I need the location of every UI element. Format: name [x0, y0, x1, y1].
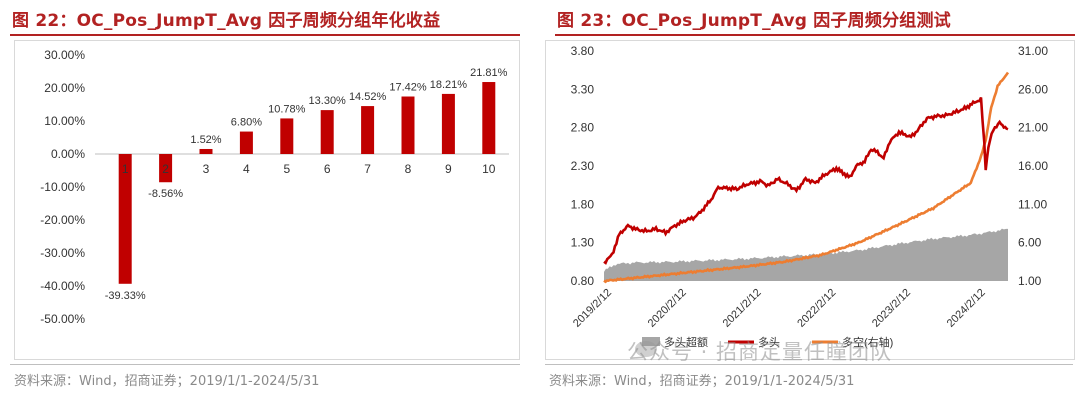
y-tick-label: -30.00%	[40, 246, 85, 260]
left-source-rule	[10, 364, 520, 365]
legend-label: 多头	[758, 335, 780, 349]
bar	[159, 154, 173, 183]
x-category-label: 10	[482, 162, 496, 176]
watermark: 公众号 · 招商定量任瞳团队	[627, 340, 893, 364]
series-long-line	[603, 96, 1009, 265]
y-left-tick-label: 2.30	[571, 159, 595, 173]
legend-swatch-excess	[642, 337, 660, 346]
y-tick-label: -20.00%	[40, 213, 85, 227]
data-label: 21.81%	[470, 67, 508, 79]
series-excess-area	[604, 228, 1008, 281]
bar-chart: 30.00% 20.00% 10.00% 0.00% -10.00% -20.00% -30…	[40, 48, 509, 326]
bar	[401, 96, 415, 154]
y-tick-label: -50.00%	[40, 312, 85, 326]
y-left-tick-label: 1.80	[571, 197, 595, 211]
y-left-tick-label: 2.80	[571, 121, 595, 135]
x-category-label: 6	[324, 162, 331, 176]
right-source-rule	[545, 364, 1073, 365]
y-right-tick-label: 31.00	[1018, 44, 1048, 58]
x-category-label: 3	[203, 162, 210, 176]
legend-label: 多空(右轴)	[842, 335, 893, 349]
y-right-tick-label: 11.00	[1018, 197, 1047, 211]
wechat-icon	[635, 341, 657, 357]
data-label: 17.42%	[389, 82, 427, 94]
legend-label: 多头超额	[664, 335, 708, 349]
bar	[118, 154, 132, 284]
y-left-tick-label: 3.30	[571, 82, 595, 96]
line-chart: 3.80 3.30 2.80 2.30 1.80 1.30 0.80 31.00 26.00 21…	[571, 44, 1049, 349]
y-tick-label: 20.00%	[44, 81, 85, 95]
right-title-rule	[555, 34, 1075, 36]
data-label: -8.56%	[148, 188, 183, 200]
y-right-tick-label: 6.00	[1018, 236, 1042, 250]
x-tick-label: 2021/2/12	[721, 287, 764, 330]
x-category-label: 7	[364, 162, 371, 176]
left-figure-panel: 图 22：OC_Pos_JumpT_Avg 因子周频分组年化收益 30.00% 2…	[0, 0, 530, 400]
y-right-tick-label: 26.00	[1018, 82, 1048, 96]
y-right-tick-label: 1.00	[1018, 274, 1042, 288]
left-title-rule	[10, 34, 520, 36]
y-right-tick-label: 16.00	[1018, 159, 1048, 173]
x-category-label: 8	[405, 162, 412, 176]
bar	[441, 93, 455, 154]
x-tick-label: 2019/2/12	[571, 287, 614, 330]
data-label: 14.52%	[349, 91, 387, 103]
series-long-short-line	[603, 71, 1010, 284]
right-figure-panel: 图 23：OC_Pos_JumpT_Avg 因子周频分组测试 3.80 3.30 2…	[545, 0, 1080, 400]
y-right-tick-label: 21.00	[1018, 121, 1048, 135]
bar	[280, 118, 294, 154]
bar	[482, 82, 496, 154]
bar-chart-frame: 30.00% 20.00% 10.00% 0.00% -10.00% -20.00% -30…	[14, 40, 520, 360]
left-figure-title: 图 22：OC_Pos_JumpT_Avg 因子周频分组年化收益	[12, 11, 441, 31]
data-label: 18.21%	[430, 79, 468, 91]
x-category-label: 9	[445, 162, 452, 176]
x-category-label: 5	[283, 162, 290, 176]
y-left-tick-label: 3.80	[571, 44, 595, 58]
x-tick-label: 2023/2/12	[870, 287, 913, 330]
bar	[199, 148, 213, 154]
y-tick-label: 30.00%	[44, 48, 85, 62]
right-figure-title: 图 23：OC_Pos_JumpT_Avg 因子周频分组测试	[557, 11, 951, 31]
x-tick-label: 2024/2/12	[945, 287, 988, 330]
x-tick-label: 2020/2/12	[646, 287, 689, 330]
y-tick-label: -40.00%	[40, 279, 85, 293]
bar	[361, 106, 375, 154]
right-source-note: 资料来源：Wind，招商证券；2019/1/1-2024/5/31	[549, 374, 855, 389]
x-category-label: 1	[122, 162, 129, 176]
y-tick-label: -10.00%	[40, 180, 85, 194]
x-category-label: 2	[162, 162, 169, 176]
data-label: 6.80%	[231, 117, 262, 129]
x-category-label: 4	[243, 162, 250, 176]
line-chart-frame: 3.80 3.30 2.80 2.30 1.80 1.30 0.80 31.00 26.00 21…	[545, 40, 1075, 360]
left-source-note: 资料来源：Wind，招商证券；2019/1/1-2024/5/31	[14, 374, 320, 389]
y-tick-label: 0.00%	[51, 147, 85, 161]
bar	[320, 110, 334, 154]
data-label: 10.78%	[268, 103, 306, 115]
x-tick-label: 2022/2/12	[795, 287, 838, 330]
bar	[239, 131, 253, 154]
y-left-tick-label: 1.30	[571, 236, 595, 250]
data-label: -39.33%	[105, 290, 146, 302]
y-tick-label: 10.00%	[44, 114, 85, 128]
data-label: 1.52%	[190, 134, 221, 146]
data-label: 13.30%	[309, 95, 347, 107]
y-left-tick-label: 0.80	[571, 274, 595, 288]
